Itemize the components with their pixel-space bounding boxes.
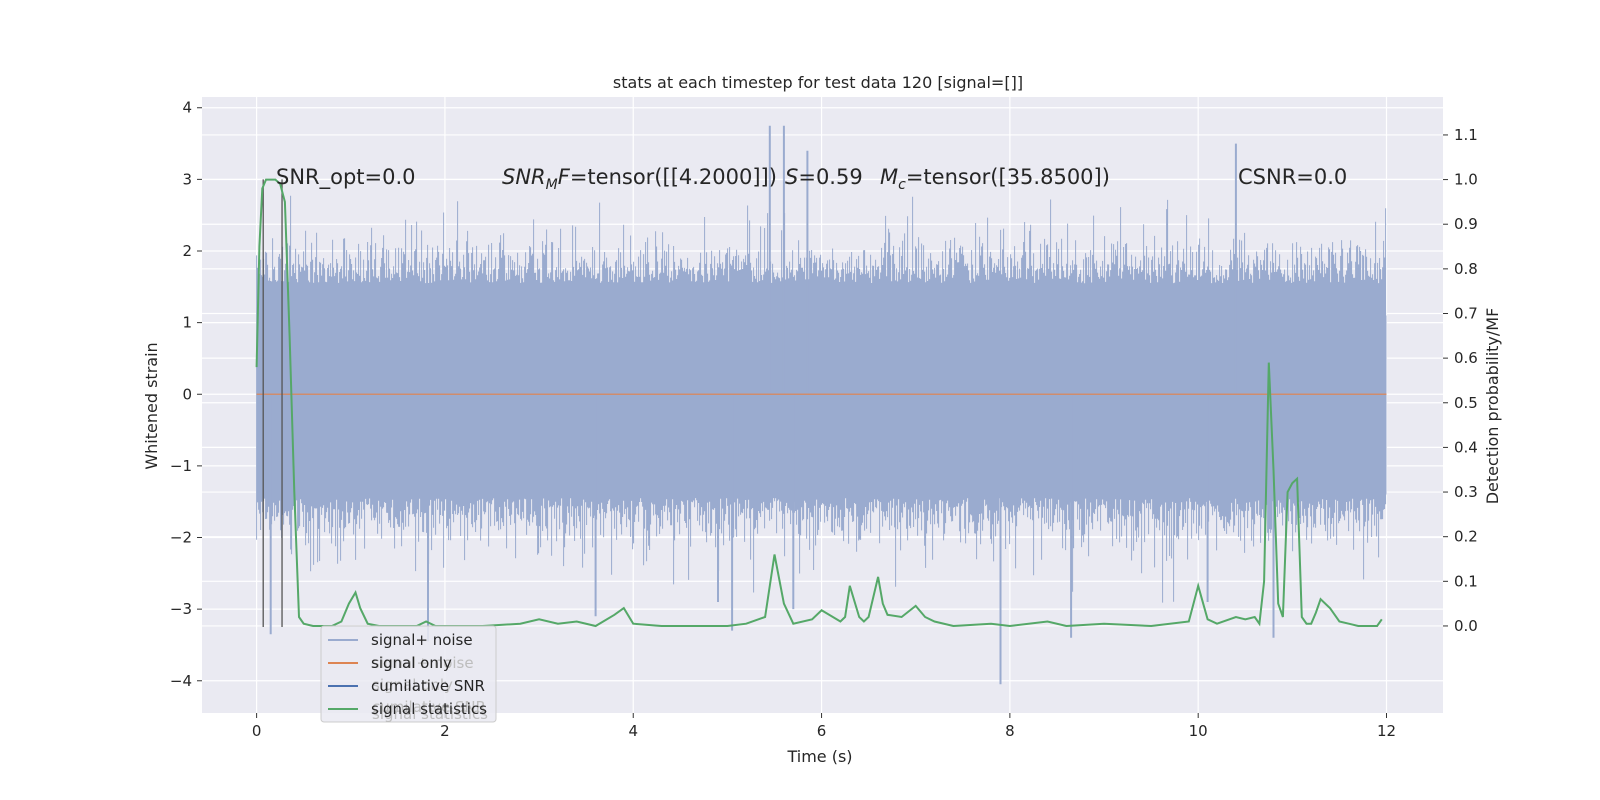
mc-value: =tensor([35.8500]) <box>906 165 1110 189</box>
x-tick-label-6: 12 <box>1377 722 1396 740</box>
marker-lines <box>262 179 283 628</box>
y-tick-label-6: 2 <box>182 242 192 260</box>
y-axis-label: Whitened strain <box>142 342 161 469</box>
snr-mf-value: =tensor([[4.2000]]) <box>570 165 777 189</box>
legend-label-signal: signal only <box>371 654 452 672</box>
legend-label-stats: signal statistics <box>371 700 487 718</box>
noise-spikes <box>269 125 1275 685</box>
x-tick-label-0: 0 <box>252 722 262 740</box>
y-tick-label-1: −3 <box>170 600 192 618</box>
x-tick-label-3: 6 <box>817 722 827 740</box>
csnr-annotation: CSNR=0.0 <box>1238 165 1347 189</box>
y2-tick-label-0: 0.0 <box>1454 617 1478 635</box>
legend-label-noise: signal+ noise <box>371 631 473 649</box>
axis-ticks: 0 2 4 6 8 10 12−4−3−2−1012340.00.10.20.30.40.5… <box>170 99 1478 740</box>
y2-tick-label-2: 0.2 <box>1454 528 1478 546</box>
y-tick-label-3: −1 <box>170 457 192 475</box>
legend-box <box>320 625 497 723</box>
legend: signal+ noise signal only cumilative SNR… <box>320 625 497 723</box>
y-tick-label-2: −2 <box>170 529 192 547</box>
s-annotation: S=0.59 <box>785 165 863 189</box>
s-symbol: S <box>785 165 798 189</box>
snr-mf-subscript: M <box>546 177 558 193</box>
snr-mf-symbol: SNR <box>502 165 546 189</box>
signal-statistics-path <box>255 178 1383 628</box>
y-tick-label-5: 1 <box>182 314 192 332</box>
x-tick-label-4: 8 <box>1005 722 1015 740</box>
y2-tick-label-6: 0.6 <box>1454 349 1478 367</box>
y2-tick-label-5: 0.5 <box>1454 394 1478 412</box>
y2-tick-label-4: 0.4 <box>1454 438 1478 456</box>
y2-tick-label-1: 0.1 <box>1454 572 1478 590</box>
mc-symbol: M <box>880 165 898 189</box>
mc-annotation: Mc=tensor([35.8500]) <box>880 165 1110 193</box>
snr-mf-f: F <box>558 165 571 189</box>
s-value: =0.59 <box>798 165 862 189</box>
x-tick-label-1: 2 <box>440 722 450 740</box>
snr-mf-annotation: SNRMF=tensor([[4.2000]]) <box>502 165 777 193</box>
legend-ghost-1: signal only <box>372 676 453 694</box>
y2-tick-label-7: 0.7 <box>1454 304 1478 322</box>
legend-ghost-3: signal statistics <box>372 705 488 723</box>
x-tick-label-2: 4 <box>628 722 638 740</box>
noise-envelope <box>256 195 1387 603</box>
y2-tick-label-10: 1.0 <box>1454 171 1478 189</box>
signal-noise-trace <box>256 125 1387 685</box>
y-tick-label-7: 3 <box>182 170 192 188</box>
legend-ghost-0: signal+ noise <box>372 654 474 672</box>
y-tick-label-8: 4 <box>182 99 192 117</box>
y-tick-label-0: −4 <box>170 672 192 690</box>
x-axis-label: Time (s) <box>786 747 852 766</box>
y2-tick-label-8: 0.8 <box>1454 260 1478 278</box>
y2-axis-label: Detection probability/MF <box>1483 308 1502 505</box>
legend-label-snr: cumilative SNR <box>371 677 485 695</box>
y2-tick-label-3: 0.3 <box>1454 483 1478 501</box>
chart-title: stats at each timestep for test data 120… <box>613 73 1023 92</box>
snr-opt-annotation: SNR_opt=0.0 <box>276 165 416 190</box>
legend-ghost-2: cumilative SNR <box>372 698 486 716</box>
y2-tick-label-9: 0.9 <box>1454 215 1478 233</box>
signal-statistics-line <box>255 178 1383 628</box>
x-tick-label-5: 10 <box>1189 722 1208 740</box>
y-tick-label-4: 0 <box>182 385 192 403</box>
y2-tick-label-11: 1.1 <box>1454 126 1478 144</box>
mc-subscript: c <box>898 177 906 193</box>
